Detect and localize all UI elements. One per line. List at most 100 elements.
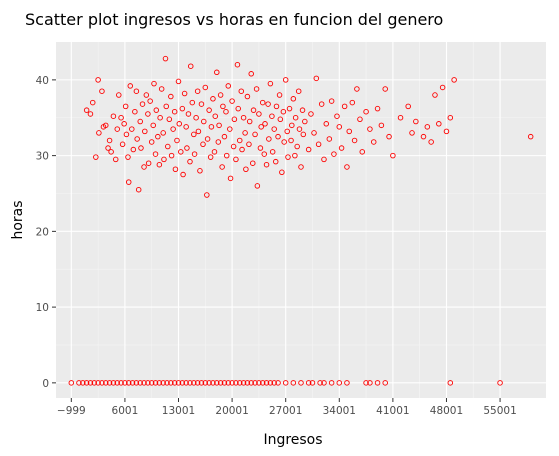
data-point: [187, 158, 193, 165]
data-point: [184, 145, 190, 151]
data-point: [217, 92, 224, 98]
data-point: [269, 113, 275, 119]
data-point: [246, 118, 253, 125]
data-point: [194, 88, 201, 94]
data-point: [284, 128, 290, 135]
data-point: [259, 99, 266, 106]
data-point: [397, 114, 404, 121]
data-point: [265, 101, 271, 107]
data-point: [281, 139, 287, 145]
data-point: [187, 63, 194, 69]
data-point: [143, 92, 150, 98]
data-point: [248, 380, 254, 386]
data-point: [142, 128, 148, 135]
data-point: [250, 107, 257, 113]
data-point: [276, 92, 283, 98]
data-point: [233, 156, 239, 163]
data-point: [298, 380, 304, 386]
data-point: [162, 55, 169, 62]
data-point: [296, 126, 303, 132]
x-tick-label: 48001: [430, 405, 463, 417]
data-point: [328, 380, 335, 386]
data-point: [233, 380, 239, 386]
data-point: [257, 145, 264, 151]
data-point: [110, 113, 117, 119]
data-point: [116, 92, 122, 98]
data-point: [244, 380, 251, 386]
data-point: [180, 171, 186, 178]
data-point: [175, 380, 182, 386]
data-point: [321, 156, 327, 163]
data-point: [170, 126, 176, 132]
y-tick-label: 0: [42, 378, 49, 390]
data-point: [292, 152, 298, 159]
data-point: [183, 380, 189, 386]
data-point: [229, 98, 235, 104]
data-point: [145, 160, 152, 166]
data-point: [497, 380, 503, 386]
data-point: [300, 131, 307, 138]
data-point: [272, 158, 279, 165]
data-point: [286, 105, 293, 112]
data-point: [244, 93, 251, 100]
data-point: [166, 116, 173, 123]
data-point: [158, 86, 165, 92]
data-point: [191, 380, 197, 386]
data-point: [236, 137, 243, 144]
data-point: [256, 111, 262, 117]
data-point: [121, 121, 127, 127]
data-point: [263, 380, 270, 386]
data-point: [106, 380, 113, 386]
data-point: [155, 133, 161, 140]
data-point: [239, 146, 245, 153]
data-point: [242, 130, 248, 136]
data-point: [420, 133, 427, 140]
data-point: [227, 175, 234, 182]
x-tick-label: 27001: [269, 405, 302, 417]
data-point: [160, 380, 166, 386]
data-point: [193, 114, 199, 121]
data-point: [428, 139, 434, 145]
x-axis-ticks: −999 6001 13001 20001 27001 34001 41001 48001 55…: [57, 398, 517, 417]
data-point: [323, 121, 330, 127]
data-point: [127, 83, 134, 89]
data-point: [185, 111, 192, 117]
data-point: [206, 380, 212, 386]
data-point: [317, 380, 323, 386]
data-point: [349, 99, 356, 106]
data-point: [231, 116, 238, 123]
data-point: [275, 133, 281, 140]
data-point: [439, 84, 446, 91]
x-tick-label: 34001: [323, 405, 356, 417]
data-point: [309, 380, 316, 386]
data-point: [436, 121, 442, 127]
data-point: [256, 380, 262, 386]
data-point: [386, 133, 392, 140]
x-tick-label: 6001: [112, 405, 139, 417]
data-point: [413, 118, 419, 125]
data-point: [204, 136, 211, 142]
data-point: [165, 143, 171, 150]
data-point: [110, 380, 117, 386]
data-point: [234, 61, 241, 68]
data-point: [87, 111, 94, 117]
data-point: [179, 105, 186, 112]
data-point: [295, 88, 302, 94]
data-point: [338, 145, 345, 151]
y-axis-ticks: 0 10 20 30 40: [36, 75, 56, 390]
data-point: [95, 77, 101, 83]
data-point: [160, 130, 166, 136]
x-tick-label: 55001: [483, 405, 516, 417]
data-point: [269, 149, 276, 155]
data-point: [282, 380, 289, 386]
data-point: [148, 139, 155, 145]
data-point: [118, 114, 124, 121]
data-point: [302, 118, 308, 125]
data-point: [253, 86, 260, 92]
data-point: [201, 118, 207, 125]
data-point: [390, 152, 396, 159]
data-point: [313, 75, 320, 82]
data-point: [129, 380, 136, 386]
data-point: [138, 145, 144, 151]
